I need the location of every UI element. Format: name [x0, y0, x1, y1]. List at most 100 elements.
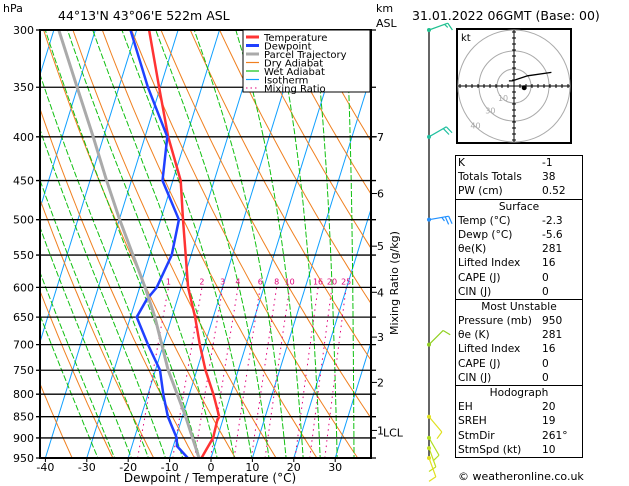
index-label: Dewp (°C) — [458, 228, 513, 241]
index-label: StmDir — [458, 429, 495, 442]
asl-unit: ASL — [376, 17, 398, 30]
pressure-tick-label: 800 — [13, 388, 34, 401]
pressure-tick-label: 750 — [13, 364, 34, 377]
mixing-ratio-line — [294, 287, 319, 458]
index-row: StmSpd (kt) 10 — [456, 443, 582, 457]
temperature-line — [147, 30, 221, 458]
wet-adiabat-line — [44, 30, 201, 458]
wind-barb — [428, 330, 444, 346]
index-value: 281 — [542, 329, 563, 342]
plot-frame — [39, 29, 372, 459]
index-label: Totals Totals — [458, 171, 522, 184]
index-row: CIN (J) 0 — [456, 285, 582, 299]
index-label: Lifted Index — [458, 343, 521, 356]
isotherm-line — [334, 340, 371, 458]
wind-barbs — [427, 22, 453, 482]
pressure-tick-label: 850 — [13, 411, 34, 424]
mixing-ratio-label: 4 — [235, 277, 240, 286]
parcel-trajectory-line — [57, 30, 201, 458]
index-value: 16 — [542, 343, 556, 356]
index-row: EH 20 — [456, 400, 582, 414]
barb-flag — [448, 215, 453, 224]
wind-barb — [428, 437, 440, 456]
mixing-ratio-axis-label: Mixing Ratio (g/kg) — [388, 231, 401, 335]
mixing-ratio-line — [137, 287, 169, 458]
isotherm-line — [0, 30, 13, 458]
index-row: Pressure (mb) 950 — [456, 314, 582, 328]
mixing-ratio-label: 2 — [199, 277, 204, 286]
barb-flag — [445, 126, 453, 134]
index-row: CAPE (J) 0 — [456, 271, 582, 285]
legend-label: Temperature — [263, 33, 327, 44]
section-title: Most Unstable — [481, 300, 557, 313]
hodograph-trace — [508, 71, 552, 82]
legend-label: Parcel Trajectory — [264, 50, 347, 61]
km-label: 4 — [377, 286, 384, 299]
section-title: Hodograph — [489, 387, 549, 399]
isotherm-line — [40, 30, 138, 344]
mixing-ratio-line — [309, 287, 333, 458]
mixing-ratio-line — [233, 287, 261, 458]
isotherm-line — [251, 73, 371, 458]
index-value: 281 — [542, 243, 563, 256]
index-value: 16 — [542, 257, 556, 270]
index-value: 10 — [542, 443, 556, 456]
barb-flag — [447, 22, 453, 31]
x-tick-label: 30 — [328, 461, 342, 474]
barb-flag — [444, 216, 450, 225]
km-label: 5 — [377, 240, 384, 253]
mixing-ratio-label: 3 — [220, 277, 225, 286]
index-label: CAPE (J) — [458, 357, 501, 370]
dry-adiabat-line — [189, 30, 371, 362]
km-label: 1 — [377, 424, 384, 437]
index-row: Dewp (°C) -5.6 — [456, 228, 582, 242]
km-label: 3 — [377, 331, 384, 344]
legend-label: Isotherm — [264, 76, 308, 87]
lcl-label: LCL — [383, 426, 404, 439]
copyright-footer[interactable]: © weatheronline.co.uk — [458, 470, 584, 483]
profiles — [57, 30, 221, 458]
pressure-tick-label: 550 — [13, 249, 34, 262]
dry-adiabat-line — [277, 30, 371, 196]
general-indices: K -1 Totals Totals 38 PW (cm) 0.52 — [455, 155, 583, 199]
most-unstable-indices: Most Unstable Pressure (mb) 950 θe (K) 281… — [455, 298, 583, 385]
barb-flag — [428, 466, 437, 473]
barb-flag — [436, 431, 443, 440]
dry-adiabat-line — [72, 30, 277, 458]
index-label: CAPE (J) — [458, 271, 501, 284]
mixing-ratio-line — [250, 287, 278, 458]
barb-flag — [428, 476, 437, 482]
hodograph-unit: kt — [461, 33, 471, 44]
mixing-ratio-label: 8 — [274, 277, 279, 286]
index-value: 261° — [542, 429, 568, 442]
index-value: 19 — [542, 415, 556, 428]
index-row: Temp (°C) -2.3 — [456, 214, 582, 228]
location-title: 44°13'N 43°06'E 522m ASL — [58, 8, 230, 23]
index-label: SREH — [458, 415, 487, 428]
dry-adiabat-line — [40, 382, 73, 458]
dry-adiabat-line — [219, 30, 371, 305]
dry-adiabat-line — [101, 30, 318, 458]
pressure-tick-label: 900 — [13, 432, 34, 445]
legend-box — [242, 29, 371, 93]
index-row: PW (cm) 0.52 — [456, 184, 582, 198]
legend-label: Dry Adiabat — [264, 59, 323, 70]
barb-flag — [444, 23, 449, 28]
x-tick-label: -30 — [78, 461, 96, 474]
mixing-ratio-line — [194, 287, 224, 458]
index-label: Lifted Index — [458, 257, 521, 270]
index-value: 0 — [542, 357, 549, 370]
index-value: 0 — [542, 285, 549, 298]
section-title: Surface — [498, 200, 540, 213]
index-row: CAPE (J) 0 — [456, 357, 582, 371]
datetime-title: 31.01.2022 06GMT (Base: 00) — [412, 8, 600, 23]
barb-flag — [442, 128, 450, 135]
x-tick-label: -20 — [119, 461, 137, 474]
mixing-ratio-label: 16 — [313, 277, 323, 286]
km-label: 7 — [377, 131, 384, 144]
pressure-unit: hPa — [3, 2, 23, 15]
index-label: StmSpd (kt) — [458, 443, 522, 456]
